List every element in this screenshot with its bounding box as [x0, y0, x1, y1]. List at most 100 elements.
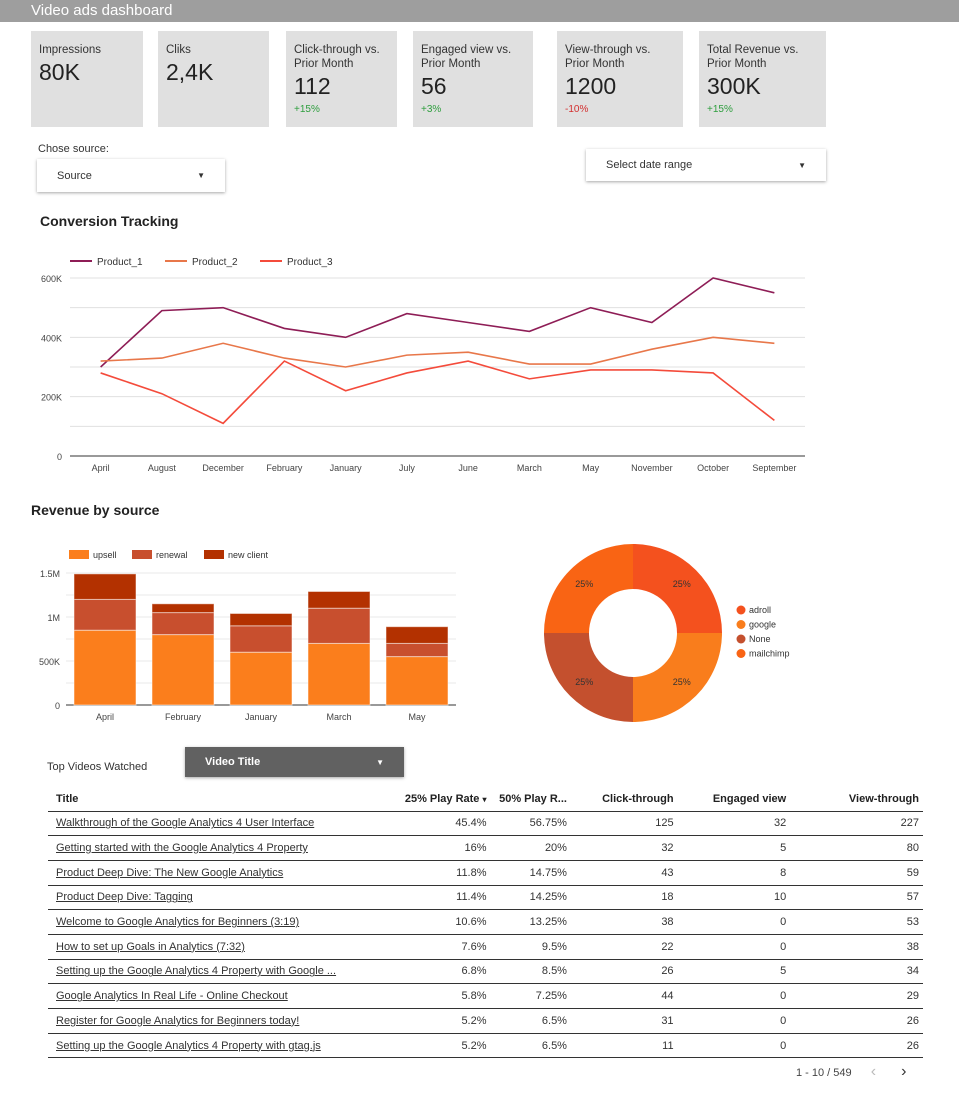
cell-value: 11	[662, 1039, 674, 1052]
table-cell: 0	[677, 983, 791, 1009]
video-title-link[interactable]: Register for Google Analytics for Beginn…	[56, 1014, 300, 1027]
legend-swatch	[69, 550, 89, 559]
slice-label: 25%	[575, 677, 593, 687]
bar-renewal	[151, 612, 215, 636]
bar-new client	[229, 612, 293, 627]
table-cell: 56.75%	[490, 810, 571, 836]
table-cell: 0	[677, 909, 791, 935]
bar-new client	[385, 626, 449, 644]
legend-swatch	[204, 550, 224, 559]
video-title-link[interactable]: How to set up Goals in Analytics (7:32)	[56, 940, 245, 953]
cell-value: 26	[661, 965, 674, 978]
x-tick-label: April	[92, 463, 110, 473]
revenue-by-source-title: Revenue by source	[31, 502, 160, 518]
cell-value: 16%	[464, 842, 487, 855]
cell-value: 14.75%	[529, 866, 567, 879]
table-cell: 20%	[490, 835, 571, 861]
kpi-value: 1200	[565, 73, 617, 99]
bar-upsell	[307, 642, 371, 706]
y-tick-label: 500K	[39, 657, 60, 667]
date-range-dropdown[interactable]: Select date range ▼	[586, 149, 826, 181]
conversion-tracking-title: Conversion Tracking	[40, 213, 179, 229]
column-header[interactable]: Click-through	[571, 787, 678, 811]
donut-slice-google	[633, 633, 722, 722]
table-row: Google Analytics In Real Life - Online C…	[48, 983, 923, 1009]
table-cell: 5.8%	[389, 983, 491, 1009]
table-cell: 16%	[389, 835, 491, 861]
kpi-card: Impressions 80K	[31, 31, 143, 127]
video-title-link[interactable]: Google Analytics In Real Life - Online C…	[56, 990, 288, 1003]
cell-value: 5.2%	[461, 1039, 487, 1052]
video-title-link[interactable]: Setting up the Google Analytics 4 Proper…	[56, 965, 337, 978]
table-cell: 6.5%	[490, 1008, 571, 1034]
video-title-value: Video Title	[205, 756, 261, 768]
table-cell: 29	[790, 983, 923, 1009]
column-header-label: Engaged view	[712, 792, 787, 805]
legend-label: Product_1	[97, 257, 143, 268]
legend-label: renewal	[156, 550, 188, 560]
kpi-delta: +3%	[421, 104, 442, 115]
prev-page-button[interactable]: ‹	[870, 1063, 877, 1080]
column-header[interactable]: Title	[48, 787, 390, 811]
slice-label: 25%	[673, 677, 691, 687]
bar-renewal	[229, 625, 293, 653]
cell-value: 31	[661, 1014, 674, 1027]
table-cell: 6.5%	[490, 1032, 571, 1058]
table-cell: 53	[790, 909, 923, 935]
x-tick-label: March	[517, 463, 542, 473]
column-header[interactable]: 50% Play R...	[491, 787, 571, 811]
cell-value: 7.25%	[535, 990, 567, 1003]
kpi-card: Total Revenue vs. Prior Month 300K +15%	[699, 31, 826, 127]
cell-value: 22	[661, 940, 674, 953]
cell-value: 38	[906, 940, 919, 953]
column-header[interactable]: 25% Play Rate ▾	[390, 787, 491, 811]
bar-upsell	[229, 651, 293, 706]
legend-label: Product_2	[192, 257, 238, 268]
cell-value: 8.5%	[541, 965, 567, 978]
cell-value: 227	[900, 817, 919, 830]
source-donut-chart: 25% adroll 25% google 25% None 25% mailchimp	[544, 544, 790, 722]
cell-value: 56.75%	[529, 817, 567, 830]
next-page-button[interactable]: ›	[901, 1063, 907, 1080]
cell-value: 26	[906, 1039, 919, 1052]
x-tick-label: May	[582, 463, 600, 473]
table-cell: 45.4%	[389, 810, 491, 836]
x-tick-label: January	[245, 712, 278, 722]
cell-value: 7.6%	[461, 940, 487, 953]
table-cell: 38	[570, 909, 678, 935]
table-cell: 11.4%	[389, 884, 491, 910]
table-row: Walkthrough of the Google Analytics 4 Us…	[48, 810, 923, 836]
video-title-dropdown[interactable]: Video Title ▼	[185, 747, 404, 777]
table-row: Register for Google Analytics for Beginn…	[48, 1008, 923, 1034]
column-header[interactable]: View-through	[790, 787, 923, 811]
x-tick-label: August	[148, 463, 177, 473]
donut-slice-adroll	[633, 544, 722, 633]
source-value: Source	[57, 169, 92, 182]
bar-upsell	[73, 629, 137, 706]
x-tick-label: June	[458, 463, 478, 473]
kpi-value: 80K	[39, 59, 80, 85]
table-cell: 31	[570, 1008, 678, 1034]
video-title-link[interactable]: Setting up the Google Analytics 4 Proper…	[56, 1039, 321, 1052]
y-tick-label: 600K	[41, 274, 62, 284]
cell-value: 0	[780, 1014, 787, 1027]
slice-label: 25%	[575, 579, 593, 589]
video-title-link[interactable]: Getting started with the Google Analytic…	[56, 842, 308, 855]
pagination: 1 - 10 / 549 ‹ ›	[796, 1063, 906, 1081]
caret-down-icon: ▼	[376, 757, 384, 767]
top-videos-label: Top Videos Watched	[47, 761, 148, 773]
source-dropdown[interactable]: Source ▼	[37, 159, 225, 192]
video-title-link[interactable]: Walkthrough of the Google Analytics 4 Us…	[56, 817, 315, 830]
video-title-link[interactable]: Product Deep Dive: The New Google Analyt…	[56, 866, 284, 879]
cell-value: 5.8%	[461, 990, 487, 1003]
cell-value: 11.8%	[456, 866, 487, 879]
legend-label: None	[749, 634, 771, 644]
video-title-link[interactable]: Welcome to Google Analytics for Beginner…	[56, 916, 300, 929]
column-header[interactable]: Engaged view	[678, 787, 791, 811]
table-cell: 32	[570, 835, 678, 861]
table-cell: 5.2%	[389, 1008, 491, 1034]
table-cell: 7.25%	[490, 983, 571, 1009]
table-cell: 11	[570, 1032, 678, 1058]
table-cell: 0	[677, 1032, 791, 1058]
video-title-link[interactable]: Product Deep Dive: Tagging	[56, 891, 193, 904]
